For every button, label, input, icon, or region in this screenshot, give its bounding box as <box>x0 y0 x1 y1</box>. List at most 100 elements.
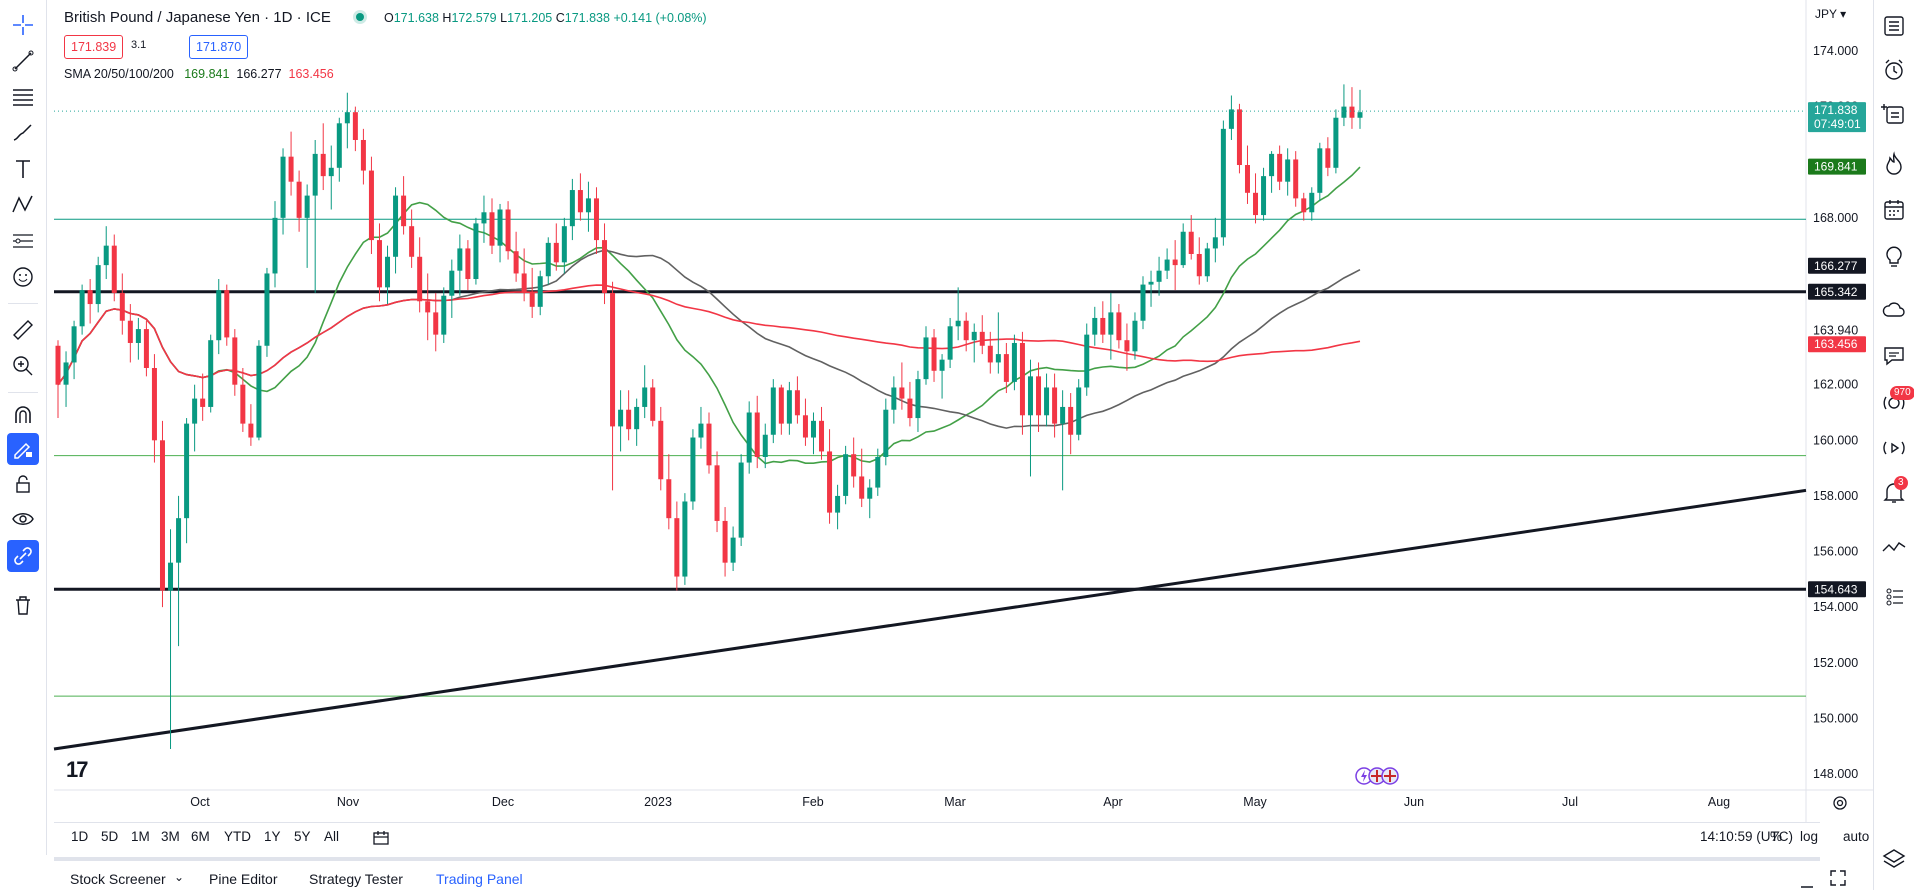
candle-body <box>1220 128 1226 238</box>
range-6m-button[interactable]: 6M <box>191 829 210 844</box>
text-tool-button[interactable] <box>7 153 39 185</box>
eye-icon <box>12 513 34 525</box>
time-axis[interactable]: Oct Nov Dec 2023 Feb Mar Apr May Jun Jul Aug <box>190 795 1730 809</box>
candle-body <box>1164 259 1170 271</box>
stay-in-drawing-mode-button[interactable] <box>7 433 39 465</box>
prediction-tool-button[interactable] <box>7 225 39 257</box>
minimize-panel-button[interactable] <box>1800 875 1814 888</box>
range-5d-button[interactable]: 5D <box>101 829 119 844</box>
emoji-tool-button[interactable] <box>7 261 39 293</box>
streams-play-button[interactable] <box>1878 432 1910 464</box>
candle-body <box>1036 376 1042 416</box>
candle-body <box>417 256 423 302</box>
maximize-panel-button[interactable] <box>1830 870 1846 886</box>
time-tick-label: Dec <box>492 795 514 809</box>
range-1m-button[interactable]: 1M <box>131 829 150 844</box>
price-chart[interactable]: 174.000172.000168.000163.940162.000160.0… <box>0 0 1874 822</box>
zoom-tool-button[interactable] <box>7 350 39 382</box>
magnet-tool-button[interactable] <box>7 400 39 432</box>
currency-label: JPY <box>1815 7 1837 21</box>
price-tick-label: 168.000 <box>1813 211 1858 225</box>
log-scale-toggle[interactable]: log <box>1800 829 1819 844</box>
hotlists-button[interactable] <box>1878 148 1910 180</box>
range-1d-button[interactable]: 1D <box>71 829 89 844</box>
candle-body <box>1236 109 1242 166</box>
tradingview-logo[interactable]: 17 <box>66 757 89 782</box>
go-to-date-button[interactable] <box>372 829 390 847</box>
candle-body <box>352 112 358 140</box>
candle-body <box>537 276 543 307</box>
utc-clock[interactable]: 14:10:59 (UTC) <box>1700 829 1794 844</box>
time-tick-label: Nov <box>337 795 360 809</box>
trading-button[interactable] <box>1878 532 1910 564</box>
currency-selector[interactable]: JPY ▾ <box>1815 7 1846 21</box>
calendar-button[interactable] <box>1878 194 1910 226</box>
buy-price-button[interactable]: 171.870 <box>189 35 249 59</box>
streams-button[interactable] <box>1878 294 1910 326</box>
candle-body <box>1084 334 1090 388</box>
tab-stock-screener[interactable]: Stock Screener <box>70 871 166 887</box>
data-window-button[interactable] <box>1878 98 1910 130</box>
pattern-tool-button[interactable] <box>7 189 39 221</box>
alerts-button[interactable] <box>1878 54 1910 86</box>
range-ytd-button[interactable]: YTD <box>224 829 251 844</box>
lock-drawings-button[interactable] <box>7 468 39 500</box>
candle-body <box>111 245 117 293</box>
symbol-title[interactable]: British Pound / Japanese Yen · 1D · ICE <box>64 9 331 26</box>
fib-tool-button[interactable] <box>7 81 39 113</box>
layers-button[interactable] <box>1878 843 1910 875</box>
candle-body <box>304 195 310 218</box>
brush-tool-button[interactable] <box>7 117 39 149</box>
price-tag-box <box>1808 336 1866 353</box>
chevron-down-icon[interactable]: ⌄ <box>174 870 185 884</box>
sync-drawings-button[interactable] <box>7 540 39 572</box>
candle-body <box>192 398 198 424</box>
candle-body <box>658 420 664 480</box>
candle-body <box>288 156 294 182</box>
ideas-button[interactable] <box>1878 240 1910 272</box>
range-3m-button[interactable]: 3M <box>161 829 180 844</box>
crosshair-tool-button[interactable] <box>7 9 39 41</box>
watchlist-button[interactable] <box>1878 10 1910 42</box>
tab-trading-panel[interactable]: Trading Panel <box>436 871 523 887</box>
percent-scale-toggle[interactable]: % <box>1770 829 1783 844</box>
hide-drawings-button[interactable] <box>7 503 39 535</box>
auto-scale-toggle[interactable]: auto <box>1843 829 1870 844</box>
price-axis[interactable]: 174.000172.000168.000163.940162.000160.0… <box>1813 44 1858 781</box>
object-tree-button[interactable] <box>1878 580 1910 612</box>
tab-strategy-tester[interactable]: Strategy Tester <box>309 871 403 887</box>
range-all-button[interactable]: All <box>324 829 340 844</box>
candle-body <box>610 292 616 427</box>
change-value: +0.141 (+0.08%) <box>613 11 707 25</box>
ruler-tool-button[interactable] <box>7 314 39 346</box>
candle-body <box>143 329 149 369</box>
range-5y-button[interactable]: 5Y <box>294 829 311 844</box>
range-1y-button[interactable]: 1Y <box>264 829 281 844</box>
candle-body <box>1052 387 1058 424</box>
price-tick-label: 163.940 <box>1813 324 1858 338</box>
candle-body <box>368 170 374 241</box>
trendline-tool-button[interactable] <box>7 45 39 77</box>
candle-body <box>698 423 704 438</box>
candle-body <box>159 440 165 591</box>
candle-body <box>1244 165 1250 193</box>
economic-events-icons[interactable] <box>1355 767 1399 785</box>
candle-body <box>1060 406 1066 424</box>
candle-body <box>87 290 93 305</box>
candle-body <box>513 251 519 274</box>
candle-body <box>923 337 929 380</box>
candle-body <box>1140 284 1146 321</box>
candle-body <box>963 320 969 341</box>
chats-button[interactable] <box>1878 340 1910 372</box>
candle-body <box>1108 312 1114 335</box>
brush-icon <box>13 124 32 141</box>
sma-legend[interactable]: SMA 20/50/100/200 169.841 166.277 163.45… <box>64 67 334 81</box>
remove-drawings-button[interactable] <box>7 589 39 621</box>
chevron-down-icon: ▾ <box>1836 7 1847 21</box>
sell-price-button[interactable]: 171.839 <box>64 35 124 59</box>
tab-pine-editor[interactable]: Pine Editor <box>209 871 278 887</box>
cloud-icon <box>1882 302 1905 317</box>
trendline-drawing[interactable] <box>53 488 1807 751</box>
candle-body <box>529 292 535 307</box>
chart-settings-button[interactable] <box>1831 794 1849 812</box>
